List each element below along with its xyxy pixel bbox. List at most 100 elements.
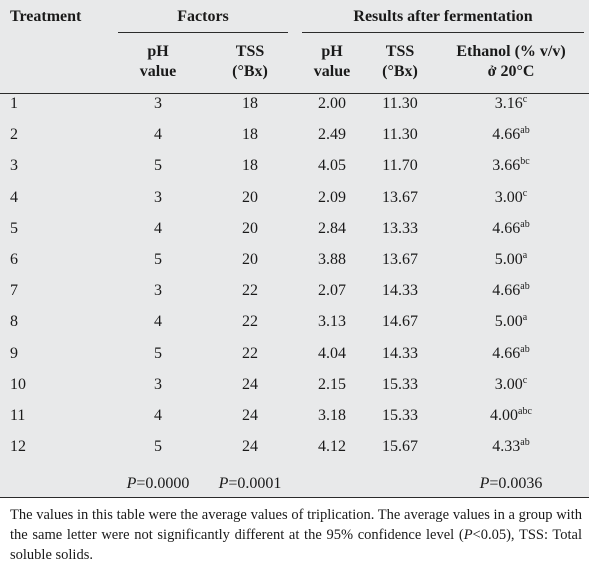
table-row: 12 5 24 4.12 15.67 4.33ab xyxy=(0,431,589,462)
pvalue-tss: P=0.0001 xyxy=(218,475,282,492)
significance-letter: c xyxy=(522,187,528,199)
cell-tss: 24 xyxy=(242,407,258,424)
cell-tss: 18 xyxy=(242,95,258,112)
cell-result-tss: 14.67 xyxy=(382,313,418,331)
significance-letter: ab xyxy=(520,218,530,230)
significance-letter: bc xyxy=(520,156,530,168)
cell-ph: 4 xyxy=(154,407,162,424)
significance-letter: a xyxy=(522,312,528,324)
cell-result-tss: 15.33 xyxy=(382,407,418,424)
cell-result-tss: 11.30 xyxy=(382,126,418,144)
significance-letter: abc xyxy=(518,406,532,417)
table-row: 3 5 18 4.05 11.70 3.66bc xyxy=(0,150,589,181)
cell-treatment: 7 xyxy=(10,282,18,300)
cell-tss: 22 xyxy=(242,313,258,331)
table-row: 11 4 24 3.18 15.33 4.00abc xyxy=(0,400,589,431)
cell-result-ph: 3.18 xyxy=(318,407,346,424)
cell-treatment: 11 xyxy=(10,407,26,424)
results-rule xyxy=(302,32,584,33)
table-row: 5 4 20 2.84 13.33 4.66ab xyxy=(0,213,589,244)
cell-ethanol: 4.66ab xyxy=(492,281,530,300)
table-bottom-rule xyxy=(0,497,589,498)
cell-tss: 24 xyxy=(242,438,258,456)
cell-result-ph: 2.07 xyxy=(318,282,346,300)
table-row: 1 3 18 2.00 11.30 3.16c xyxy=(0,88,589,119)
significance-letter: ab xyxy=(520,281,530,293)
cell-treatment: 2 xyxy=(10,126,18,144)
significance-letter: ab xyxy=(520,437,530,449)
table-body-band xyxy=(0,93,589,497)
cell-tss: 22 xyxy=(242,282,258,300)
cell-result-tss: 13.67 xyxy=(382,251,418,268)
table-row: 6 5 20 3.88 13.67 5.00a xyxy=(0,244,589,275)
cell-ph: 3 xyxy=(154,375,162,393)
cell-ethanol: 4.66ab xyxy=(492,125,530,144)
cell-ethanol: 3.00c xyxy=(494,187,528,206)
cell-result-tss: 14.33 xyxy=(382,344,418,362)
significance-letter: a xyxy=(522,250,528,261)
header-factors: Factors xyxy=(177,8,229,25)
footnote-band xyxy=(0,497,589,564)
cell-tss: 20 xyxy=(242,188,258,206)
cell-result-ph: 2.49 xyxy=(318,126,346,144)
table-row: 4 3 20 2.09 13.67 3.00c xyxy=(0,182,589,213)
header-treatment: Treatment xyxy=(10,8,82,25)
cell-tss: 18 xyxy=(242,126,258,144)
cell-ethanol: 3.16c xyxy=(494,94,528,113)
cell-ethanol: 4.66ab xyxy=(492,343,530,362)
cell-treatment: 3 xyxy=(10,157,18,175)
table-header-band xyxy=(0,0,589,93)
cell-result-tss: 11.70 xyxy=(382,157,418,175)
table-footnote: The values in this table were the averag… xyxy=(10,507,582,563)
cell-ph: 5 xyxy=(154,157,162,175)
cell-tss: 20 xyxy=(242,219,258,237)
cell-result-tss: 13.33 xyxy=(382,219,418,237)
table-row: 8 4 22 3.13 14.67 5.00a xyxy=(0,306,589,337)
header-ph-value: pH value xyxy=(139,43,177,80)
cell-result-ph: 4.04 xyxy=(318,344,346,362)
cell-tss: 18 xyxy=(242,157,258,175)
table-row: 10 3 24 2.15 15.33 3.00c xyxy=(0,369,589,400)
cell-ethanol: 5.00a xyxy=(494,312,528,331)
cell-tss: 24 xyxy=(242,375,258,393)
header-ethanol: Ethanol (% v/v) ở 20°C xyxy=(456,43,566,80)
cell-result-tss: 14.33 xyxy=(382,282,418,300)
header-results: Results after fermentation xyxy=(353,8,533,25)
cell-ph: 4 xyxy=(154,219,162,237)
cell-ethanol: 4.33ab xyxy=(492,437,530,456)
significance-letter: c xyxy=(522,94,528,105)
header-result-ph: pH value xyxy=(313,43,351,80)
significance-letter: ab xyxy=(520,343,530,355)
cell-ph: 5 xyxy=(154,438,162,456)
cell-treatment: 10 xyxy=(10,375,26,393)
cell-ph: 3 xyxy=(154,282,162,300)
header-bottom-rule xyxy=(0,93,589,94)
cell-result-ph: 3.88 xyxy=(318,251,346,268)
cell-ethanol: 3.66bc xyxy=(492,156,530,175)
cell-ethanol: 3.00c xyxy=(494,374,528,393)
cell-result-ph: 3.13 xyxy=(318,313,346,331)
factors-rule xyxy=(118,32,288,33)
cell-treatment: 1 xyxy=(10,95,18,112)
cell-ph: 4 xyxy=(154,126,162,144)
cell-result-tss: 15.33 xyxy=(382,375,418,393)
cell-result-ph: 2.09 xyxy=(318,188,346,206)
cell-result-tss: 13.67 xyxy=(382,188,418,206)
header-tss: TSS (°Bx) xyxy=(232,43,268,80)
cell-ph: 3 xyxy=(154,188,162,206)
cell-result-ph: 2.00 xyxy=(318,95,346,112)
cell-tss: 22 xyxy=(242,344,258,362)
table-row: 7 3 22 2.07 14.33 4.66ab xyxy=(0,275,589,306)
cell-treatment: 4 xyxy=(10,188,18,206)
cell-treatment: 12 xyxy=(10,438,26,456)
cell-treatment: 8 xyxy=(10,313,18,331)
cell-ethanol: 4.00abc xyxy=(490,406,532,425)
cell-ph: 3 xyxy=(154,95,162,112)
cell-result-ph: 4.05 xyxy=(318,157,346,175)
cell-result-tss: 11.30 xyxy=(382,95,418,112)
pvalue-ethanol: P=0.0036 xyxy=(479,475,543,492)
cell-ph: 5 xyxy=(154,344,162,362)
cell-tss: 20 xyxy=(242,251,258,268)
cell-result-ph: 2.84 xyxy=(318,219,346,237)
